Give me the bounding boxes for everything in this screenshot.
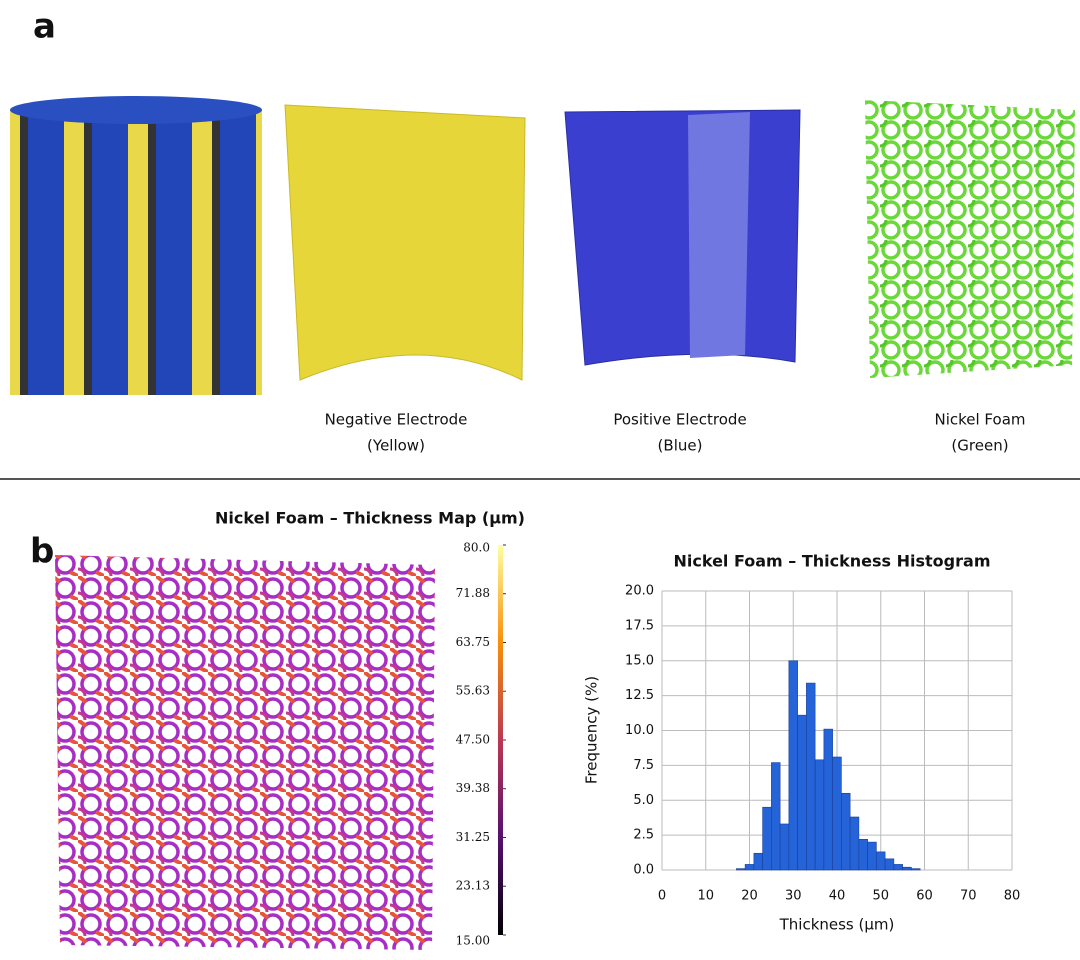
y-tick-label: 15.0 <box>625 653 654 668</box>
cylinder <box>10 110 262 395</box>
caption-color: (Green) <box>951 437 1008 455</box>
bar <box>789 661 798 870</box>
map-title: Nickel Foam – Thickness Map (µm) <box>215 509 525 528</box>
caption-name: Positive Electrode <box>613 411 746 429</box>
bar <box>894 864 903 870</box>
bar <box>841 793 850 870</box>
colorbar-tick-label: 71.88 <box>456 586 490 600</box>
bar <box>806 683 815 870</box>
caption-name: Nickel Foam <box>934 411 1025 429</box>
colorbar-tick-label: 31.25 <box>456 830 490 844</box>
bar <box>833 757 842 870</box>
colorbar-tick-label: 23.13 <box>456 879 490 893</box>
x-tick-label: 20 <box>741 889 758 904</box>
figure: a b Nickel Foam – Thickness Map (µm) Nic… <box>0 0 1080 960</box>
y-tick-label: 10.0 <box>625 723 654 738</box>
x-tick-label: 40 <box>829 889 846 904</box>
chart-title: Nickel Foam – Thickness Histogram <box>674 552 991 571</box>
panel-label: a <box>33 7 56 47</box>
bar <box>736 869 745 870</box>
bar <box>868 842 877 870</box>
positive-electrode-crack <box>688 112 750 358</box>
bar <box>911 869 920 870</box>
bar <box>754 853 763 870</box>
y-tick-label: 20.0 <box>625 584 654 599</box>
positive-electrode-image <box>565 110 800 365</box>
cylinder-top <box>10 96 262 124</box>
x-tick-label: 10 <box>697 889 714 904</box>
bar <box>771 763 780 870</box>
y-tick-label: 7.5 <box>633 758 654 773</box>
thickness-map-image <box>55 555 435 950</box>
x-tick-label: 60 <box>916 889 933 904</box>
x-tick-label: 30 <box>785 889 802 904</box>
caption-color: (Blue) <box>658 437 703 455</box>
y-axis-label: Frequency (%) <box>583 676 601 784</box>
negative-electrode-image <box>285 105 525 380</box>
bar <box>815 760 824 870</box>
bar <box>763 807 772 870</box>
x-tick-label: 0 <box>658 889 666 904</box>
x-tick-label: 80 <box>1004 889 1021 904</box>
caption-name: Negative Electrode <box>325 411 468 429</box>
y-tick-label: 2.5 <box>633 828 654 843</box>
y-tick-label: 12.5 <box>625 688 654 703</box>
y-tick-label: 0.0 <box>633 863 654 878</box>
bar <box>745 864 754 870</box>
caption-color: (Yellow) <box>367 437 425 455</box>
bar <box>876 852 885 870</box>
y-tick-label: 17.5 <box>625 618 654 633</box>
colorbar-tick-label: 80.0 <box>463 541 490 555</box>
bar <box>903 867 912 870</box>
x-tick-label: 50 <box>872 889 889 904</box>
colorbar <box>498 545 503 935</box>
colorbar-tick-label: 47.50 <box>456 733 490 747</box>
x-axis-label: Thickness (µm) <box>779 916 895 934</box>
bar <box>824 729 833 870</box>
nickel-foam-image <box>865 100 1075 378</box>
bar <box>798 715 807 870</box>
bar <box>885 859 894 870</box>
colorbar-tick-label: 63.75 <box>456 635 490 649</box>
colorbar-tick-label: 39.38 <box>456 781 490 795</box>
y-tick-label: 5.0 <box>633 793 654 808</box>
panel-label: b <box>30 532 54 572</box>
bar <box>850 817 859 870</box>
bar <box>780 824 789 870</box>
colorbar-tick-label: 15.00 <box>456 934 490 948</box>
colorbar-tick-label: 55.63 <box>456 684 490 698</box>
x-tick-label: 70 <box>960 889 977 904</box>
bar <box>859 839 868 870</box>
